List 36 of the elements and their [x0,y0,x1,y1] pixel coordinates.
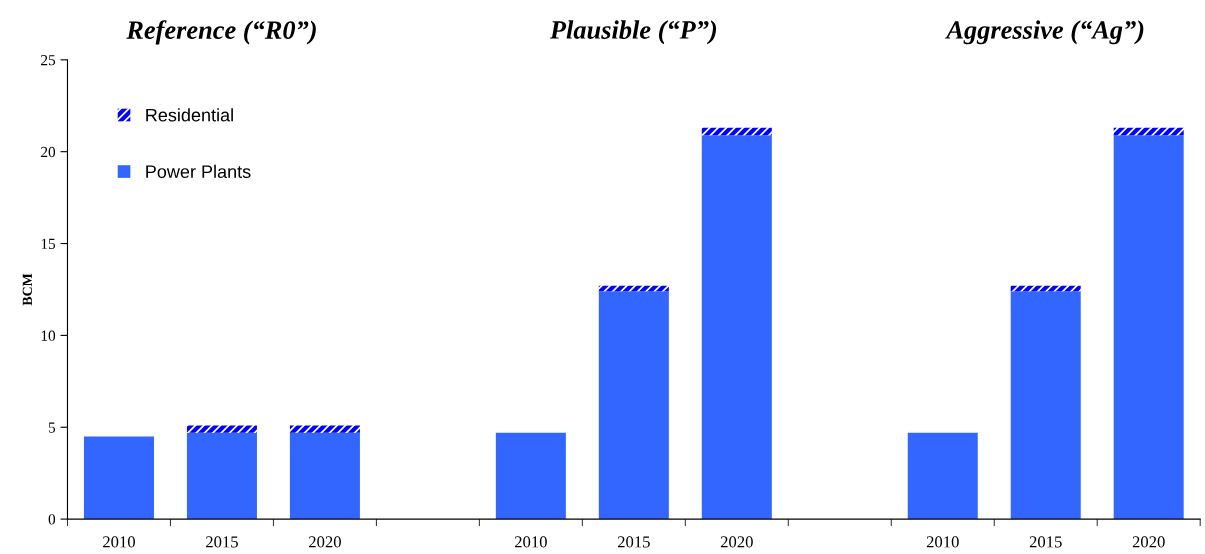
bar [1113,127,1184,136]
y-tick-label: 20 [41,146,56,158]
bar [186,432,257,520]
y-tick-label: 25 [41,55,56,66]
x-tick-label: 2020 [720,536,753,548]
x-tick-label: 2015 [1029,536,1062,548]
legend-label: Power Plants [146,164,251,179]
x-tick-label: 2020 [308,536,341,548]
text: Aggressive (“Ag”) [945,20,1144,45]
x-tick-label: 2020 [1132,536,1165,548]
bar [598,285,669,292]
bar [1113,135,1184,520]
x-tick-label: 2010 [514,536,547,548]
bar [289,425,360,433]
bar [495,432,566,520]
bar [289,432,360,520]
y-tick-label: 15 [41,238,56,249]
y-axis-title: BCM [22,273,33,306]
x-tick-label: 2015 [206,536,238,548]
bar [1010,291,1081,520]
bar [701,127,772,136]
bar [1010,285,1081,292]
text: Reference (“R0”) [126,20,316,45]
bar [598,291,669,520]
text: Plausible (“P”) [549,20,717,45]
x-tick-label: 2010 [103,536,135,548]
bar [186,425,257,433]
legend-label: Residential [146,108,233,122]
bar [907,432,978,520]
y-tick-label: 5 [48,422,56,433]
bar [83,436,154,520]
y-tick-label: 0 [48,514,56,525]
y-tick-label: 10 [41,330,56,341]
bar [701,135,772,520]
x-tick-label: 2010 [926,536,959,548]
x-tick-label: 2015 [617,536,650,548]
